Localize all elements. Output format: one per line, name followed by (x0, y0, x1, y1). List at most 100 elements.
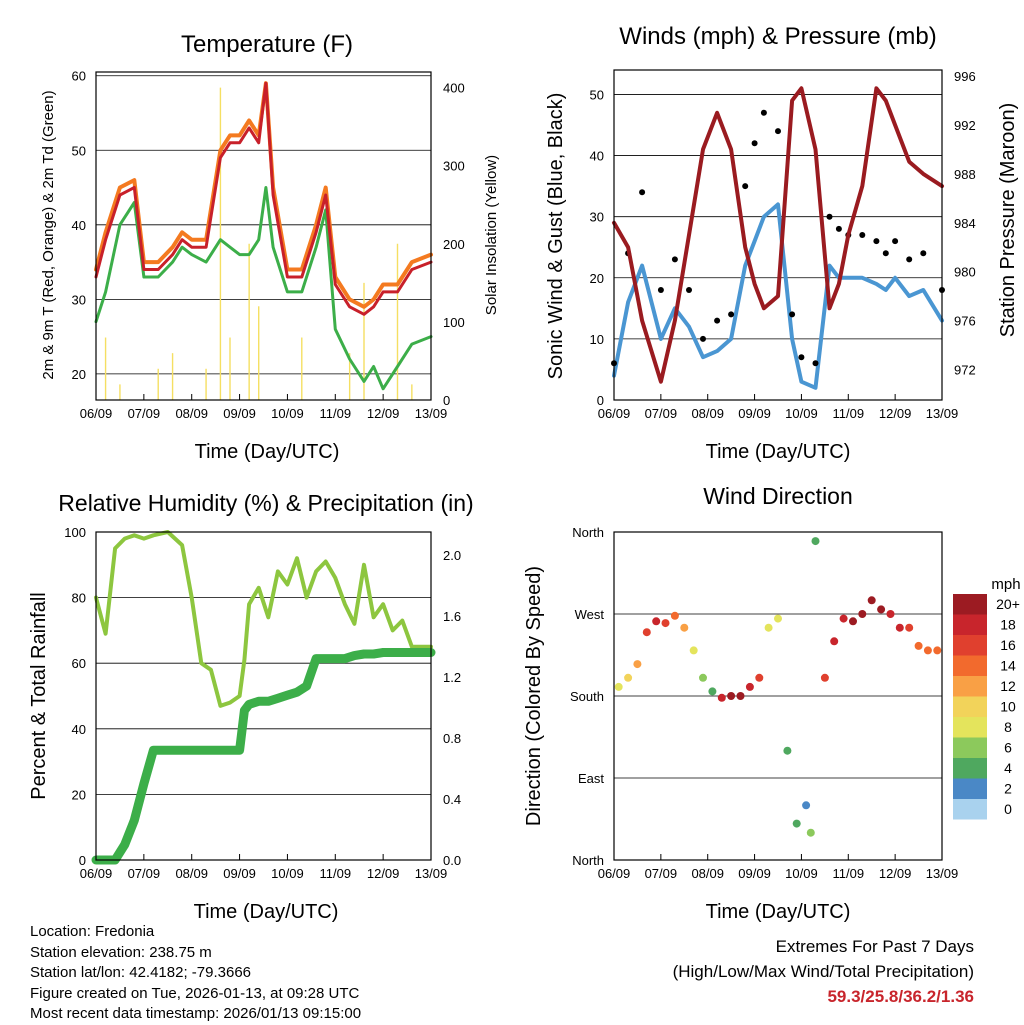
temperature-gridlines (95, 75, 432, 400)
wind-series (611, 86, 945, 390)
temp-ytick-20: 20 (72, 367, 86, 382)
legend-label-14: 14 (1000, 658, 1016, 674)
temp-y2tick-0: 0 (443, 393, 450, 408)
direction-point (736, 692, 745, 700)
gust-point (882, 250, 889, 257)
dir-xtick-2: 08/09 (691, 866, 724, 881)
wind-ylabel-left: Sonic Wind & Gust (Blue, Black) (545, 93, 567, 380)
direction-yticks-left: North West South East North (570, 525, 604, 868)
humidity-xticks: 06/09 07/09 08/09 09/09 10/09 11/09 12/0… (80, 866, 448, 881)
gust-point (686, 287, 692, 293)
humidity-gridlines (95, 597, 432, 860)
legend-swatch (953, 696, 987, 717)
gust-point (751, 140, 758, 147)
wind-xtick-0: 06/09 (598, 406, 631, 421)
speed-legend-labels: 20+ 18 16 14 12 10 8 6 4 2 0 (996, 596, 1020, 817)
station-latlon: Station lat/lon: 42.4182; -79.3666 (30, 964, 252, 981)
wind-xtick-4: 10/09 (785, 406, 818, 421)
legend-label-12: 12 (1000, 678, 1016, 694)
humidity-ylabel-left: Percent & Total Rainfall (28, 592, 50, 800)
rh-ytick-20: 20 (72, 787, 86, 802)
temp-xtick-1: 07/09 (128, 406, 161, 421)
direction-plot-frame (613, 531, 943, 861)
direction-point (792, 819, 801, 828)
direction-point (923, 646, 932, 655)
wind-y2tick-984: 984 (954, 216, 976, 231)
rh-ytick-0: 0 (79, 853, 86, 868)
rh-xtick-0: 06/09 (80, 866, 113, 881)
rh-y2tick-0.0: 0.0 (443, 853, 461, 868)
gust-point (671, 256, 678, 263)
temperature-xticks: 06/09 07/09 08/09 09/09 10/09 11/09 12/0… (80, 406, 448, 421)
humidity-plot-frame (95, 531, 432, 861)
legend-swatch (953, 594, 987, 615)
wind-gridlines (613, 94, 943, 400)
legend-swatch (953, 614, 987, 635)
dir-xtick-1: 07/09 (645, 866, 678, 881)
humidity-precip-chart: Relative Humidity (%) & Precipitation (i… (28, 490, 474, 923)
dir-ytick-north-bottom: North (572, 853, 604, 868)
direction-point (877, 605, 886, 614)
temperature-title: Temperature (F) (181, 31, 353, 58)
wind-ylabel-right: Station Pressure (Maroon) (997, 103, 1019, 338)
dir-xtick-6: 12/09 (879, 866, 912, 881)
legend-swatch (953, 635, 987, 656)
direction-point (633, 660, 642, 669)
gust-point (798, 354, 805, 361)
wind-y2tick-976: 976 (954, 314, 976, 329)
dir-xtick-4: 10/09 (785, 866, 818, 881)
station-pressure-line (612, 86, 944, 384)
wind-ytick-10: 10 (590, 332, 604, 347)
temp-xtick-4: 10/09 (271, 406, 304, 421)
station-elevation: Station elevation: 238.75 m (30, 943, 212, 961)
direction-point (820, 673, 829, 682)
wind-y2tick-980: 980 (954, 265, 976, 280)
direction-point (708, 687, 717, 696)
direction-point (624, 673, 633, 682)
wind-pressure-chart: Winds (mph) & Pressure (mb) Time (Day/UT… (545, 23, 1019, 463)
direction-point (886, 610, 895, 618)
dir-ytick-east: East (578, 771, 604, 786)
temp-2m-line (94, 81, 433, 316)
humidity-series (91, 530, 436, 865)
direction-point (905, 623, 914, 632)
direction-point (689, 646, 698, 655)
gust-point (789, 311, 796, 318)
direction-point (642, 628, 651, 637)
temp-xtick-3: 09/09 (223, 406, 256, 421)
temperature-chart: Temperature (F) Time (Day/UTC) 2m & 9m T… (40, 31, 500, 463)
direction-point (755, 673, 764, 682)
dir-xtick-7: 13/09 (926, 866, 959, 881)
extremes-summary: Extremes For Past 7 Days (High/Low/Max W… (673, 934, 974, 1009)
station-info: Location: Fredonia Station elevation: 23… (30, 922, 361, 1025)
temperature-yticks-right: 400 300 200 100 0 (443, 81, 465, 408)
rh-xtick-6: 12/09 (367, 866, 400, 881)
direction-point (811, 537, 820, 546)
legend-label-2: 2 (1004, 781, 1012, 797)
wind-ytick-30: 30 (590, 210, 604, 225)
gust-point (639, 189, 646, 196)
rh-y2tick-2.0: 2.0 (443, 548, 461, 563)
direction-point (849, 617, 857, 626)
direction-point (717, 693, 726, 702)
wind-xlabel: Time (Day/UTC) (706, 441, 851, 463)
direction-ylabel-left: Direction (Colored By Speed) (523, 566, 545, 826)
temp-y2tick-300: 300 (443, 159, 465, 174)
legend-swatch (953, 717, 987, 738)
temperature-ylabel-left: 2m & 9m T (Red, Orange) & 2m Td (Green) (40, 90, 57, 379)
direction-point (680, 623, 689, 632)
wind-xticks: 06/09 07/09 08/09 09/09 10/09 11/09 12/0… (598, 406, 959, 421)
gust-point (892, 238, 899, 245)
gust-point (760, 109, 767, 116)
rh-y2tick-1.6: 1.6 (443, 609, 461, 624)
legend-swatch (953, 737, 987, 758)
rh-xtick-4: 10/09 (271, 866, 304, 881)
gust-point (906, 256, 913, 263)
wind-yticks-left: 50 40 30 20 10 0 (590, 87, 604, 408)
latest-timestamp: Most recent data timestamp: 2026/01/13 0… (30, 1005, 362, 1022)
gust-point (775, 128, 781, 135)
temperature-series (94, 81, 433, 400)
wind-ytick-20: 20 (590, 271, 604, 286)
temp-y2tick-100: 100 (443, 315, 465, 330)
direction-point (764, 623, 773, 632)
